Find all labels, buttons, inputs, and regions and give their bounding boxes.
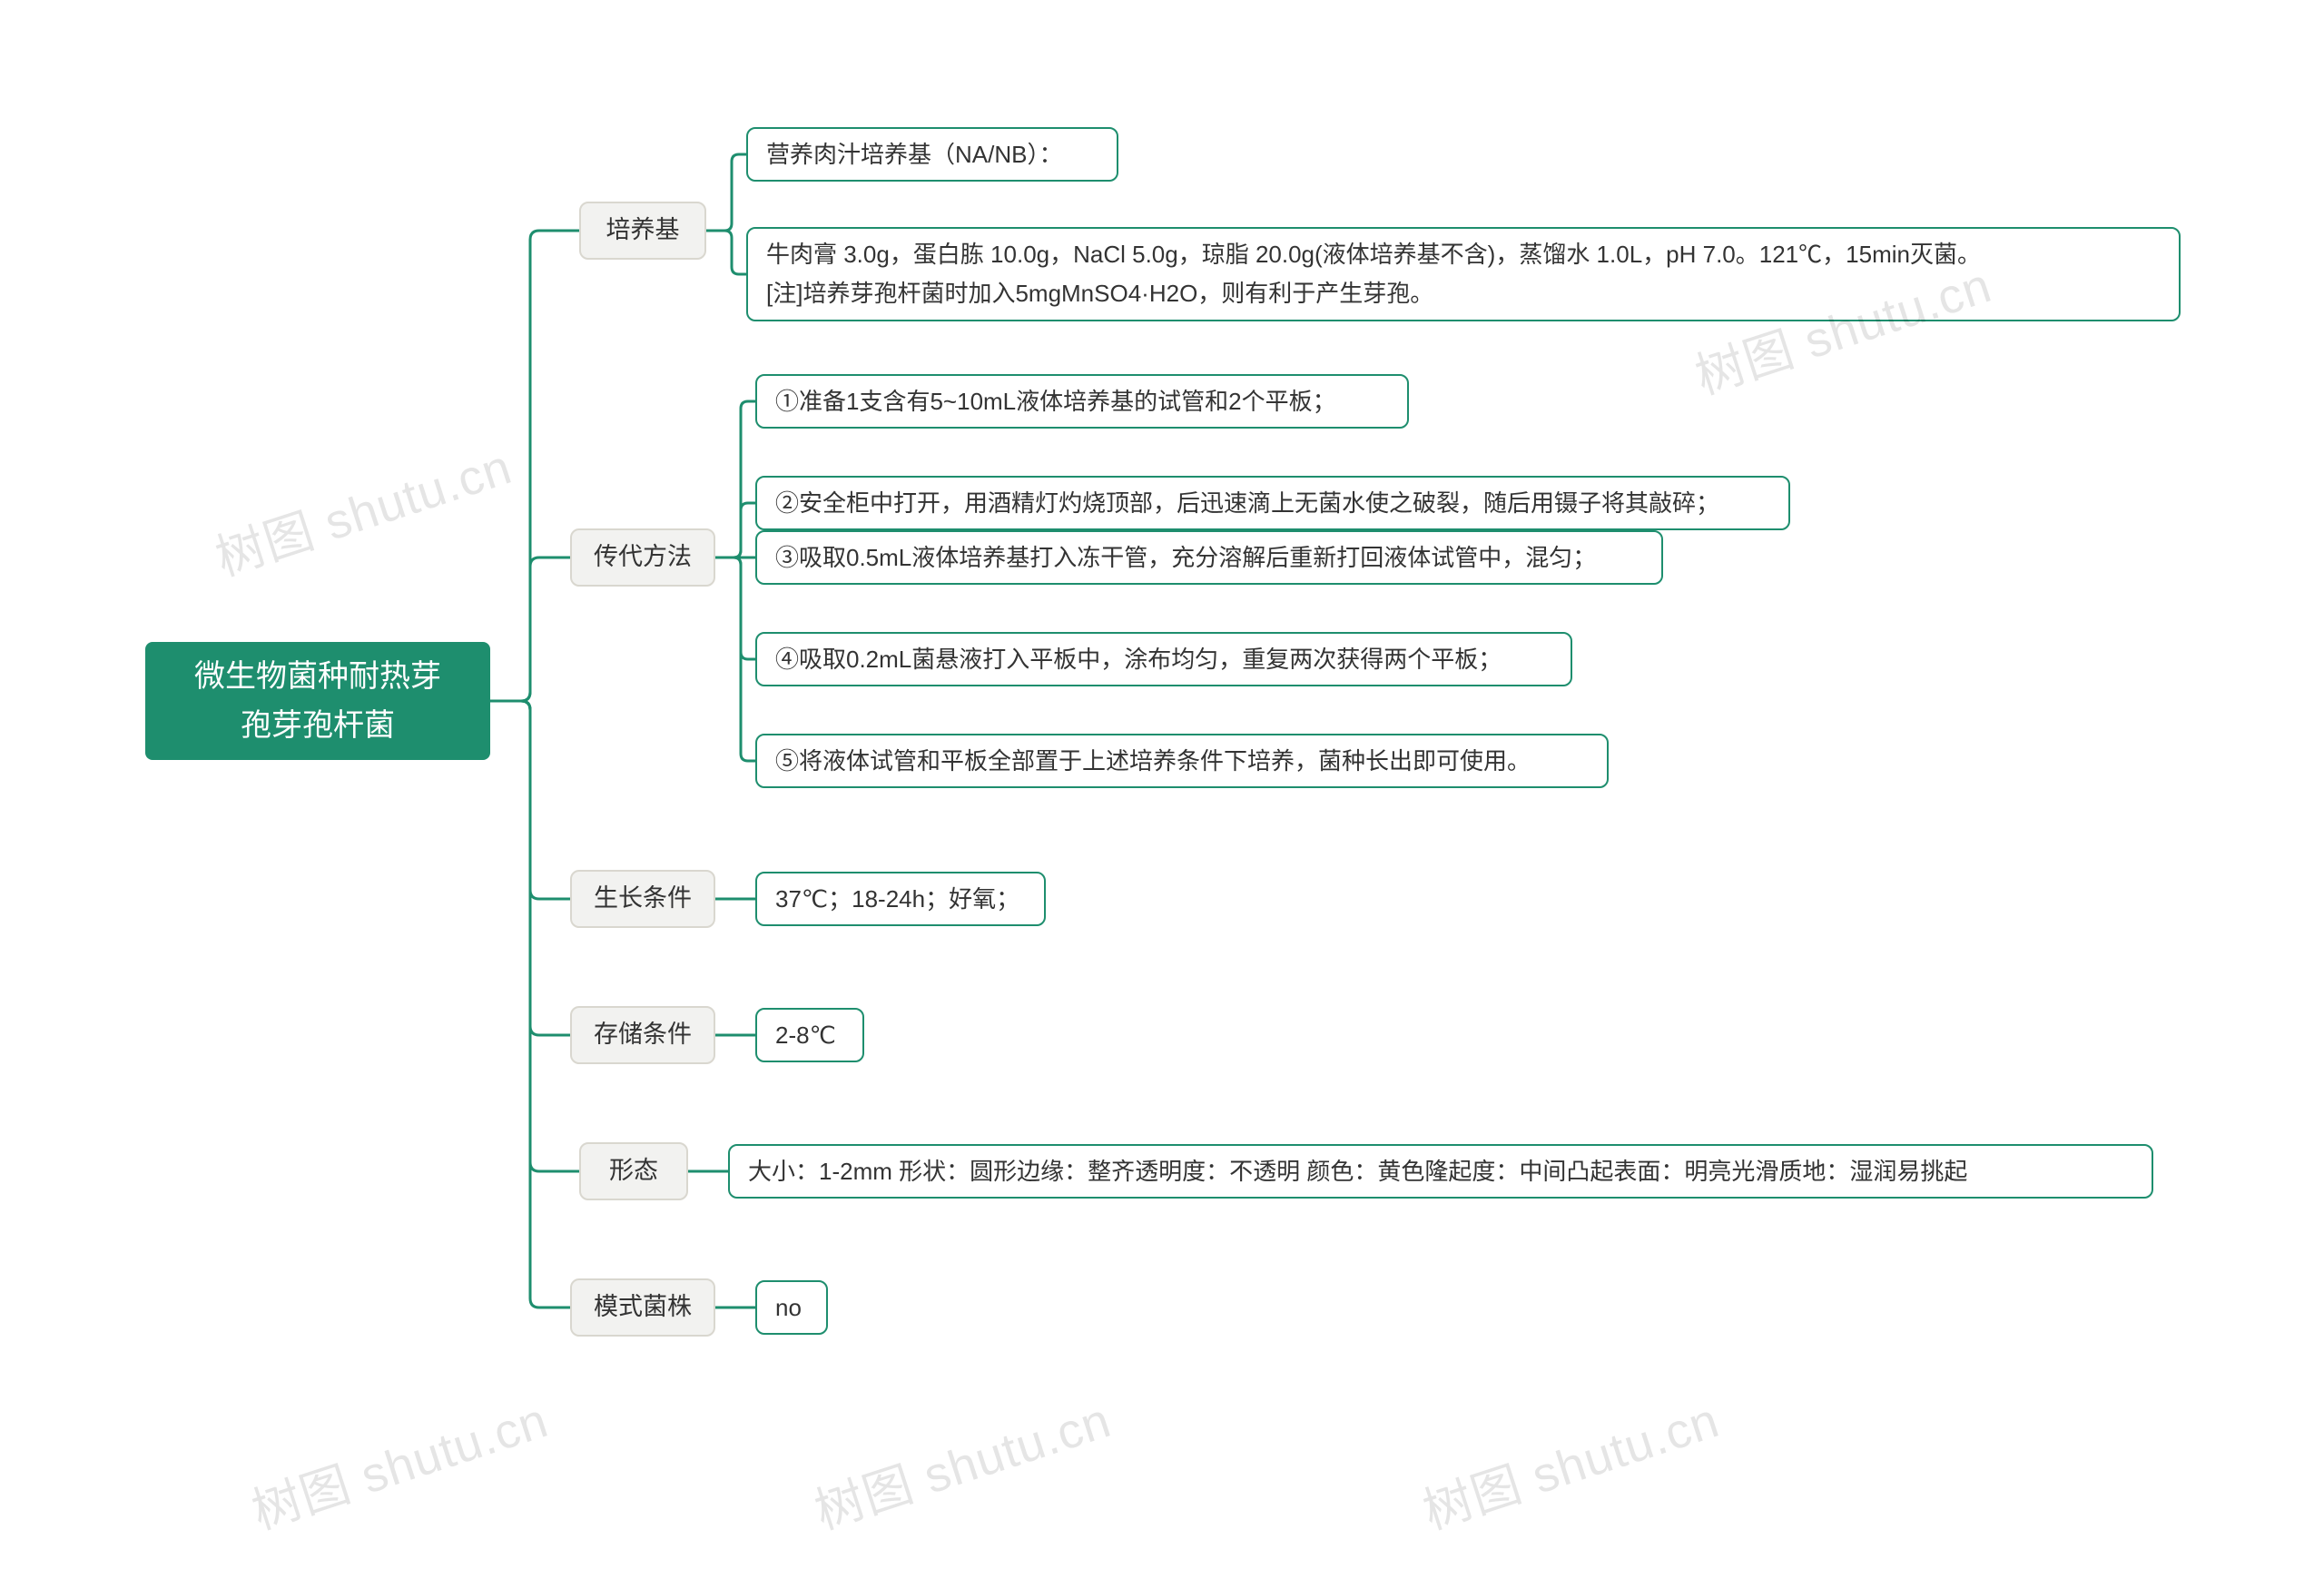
connector [715,558,755,659]
watermark: 树图 shutu.cn [1413,1380,1727,1544]
leaf-step3: ③吸取0.5mL液体培养基打入冻干管，充分溶解后重新打回液体试管中，混匀； [755,530,1663,585]
connector [715,503,755,558]
leaf-step1: ①准备1支含有5~10mL液体培养基的试管和2个平板； [755,374,1409,429]
connector [490,558,570,701]
connector [490,701,570,899]
watermark: 树图 shutu.cn [241,1380,556,1544]
connector [706,231,746,274]
leaf-type_strain_val: no [755,1280,828,1335]
leaf-storage_cond: 2-8℃ [755,1008,864,1062]
connector [706,154,746,231]
branch-type_strain: 模式菌株 [570,1278,715,1337]
leaf-growth_cond: 37℃；18-24h；好氧； [755,872,1046,926]
connector [490,701,579,1171]
connector [715,401,755,558]
leaf-medium_name: 营养肉汁培养基（NA/NB）： [746,127,1118,182]
leaf-step5: ⑤将液体试管和平板全部置于上述培养条件下培养，菌种长出即可使用。 [755,734,1609,788]
leaf-morph_desc: 大小：1-2mm 形状：圆形边缘：整齐透明度：不透明 颜色：黄色隆起度：中间凸起… [728,1144,2153,1199]
watermark: 树图 shutu.cn [804,1380,1118,1544]
leaf-step4: ④吸取0.2mL菌悬液打入平板中，涂布均匀，重复两次获得两个平板； [755,632,1572,686]
connector [490,701,570,1308]
branch-morphology: 形态 [579,1142,688,1200]
branch-medium: 培养基 [579,202,706,260]
branch-subculture: 传代方法 [570,528,715,587]
leaf-medium_recipe: 牛肉膏 3.0g，蛋白胨 10.0g，NaCl 5.0g，琼脂 20.0g(液体… [746,227,2181,321]
connector [715,558,755,761]
connector [490,231,579,701]
leaf-step2: ②安全柜中打开，用酒精灯灼烧顶部，后迅速滴上无菌水使之破裂，随后用镊子将其敲碎； [755,476,1790,530]
connector [490,701,570,1035]
branch-storage: 存储条件 [570,1006,715,1064]
root-node: 微生物菌种耐热芽孢芽孢杆菌 [145,642,490,760]
branch-growth: 生长条件 [570,870,715,928]
watermark: 树图 shutu.cn [205,427,519,590]
